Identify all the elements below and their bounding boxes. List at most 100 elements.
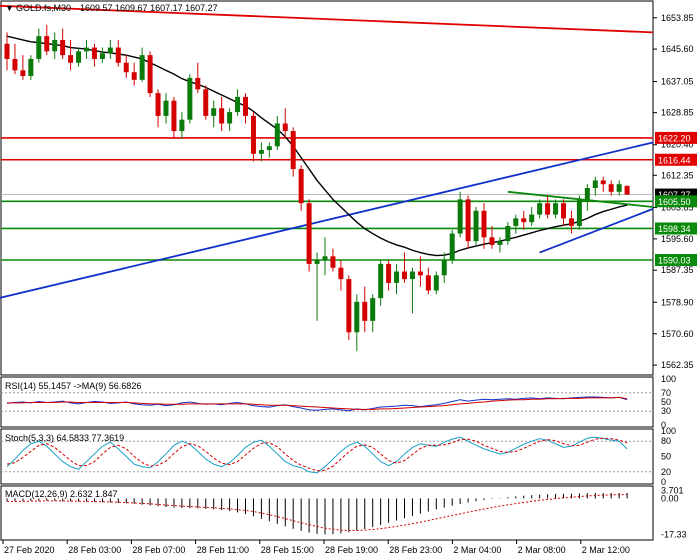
candle-body [147,55,153,94]
candle-body [473,210,479,242]
current-price-label: 1607.27 [658,190,691,200]
candle-body [505,225,511,242]
level-tag-1598.34 [655,222,697,235]
candle-body [211,108,217,116]
candle-body [354,301,360,333]
rsi-label: RSI(14) 55.1457 ->MA(9) 56.6826 [5,381,141,391]
trendline-resistance-0 [0,4,654,34]
stoch-series-signal [6,437,628,472]
stoch-tick-label: 20 [661,467,671,477]
candle-body [266,146,272,151]
macd-tick-label: 3.701 [661,486,684,496]
candle-body [346,279,352,333]
candle-body [481,210,487,238]
stoch-tick-label: 0 [661,477,666,487]
candles [4,24,630,352]
level-tag-1616.44 [655,153,697,166]
candle-body [44,36,50,52]
candle-body [28,58,34,77]
price-tick-label: 1603.85 [661,203,694,213]
stoch-label: Stoch(5,3,3) 64.5833 77.3619 [5,433,124,443]
time-tick-label: 28 Feb 15:00 [261,545,314,555]
price-tick-label: 1595.60 [661,234,694,244]
stoch-tick-label: 50 [661,452,671,462]
candle-body [409,271,415,280]
chart-ohlc: 1609.57 1609.67 1607.17 1607.27 [80,3,218,13]
candle-body [378,263,384,299]
rsi-tick-label: 100 [661,374,676,384]
candle-body [362,301,368,321]
candle-body [68,55,74,63]
candle-body [227,112,233,124]
time-tick-label: 28 Feb 03:00 [68,545,121,555]
candle-body [521,218,527,223]
candle-body [179,119,185,132]
candle-body [298,169,304,204]
time-tick-label: 28 Feb 11:00 [197,545,249,555]
macd-panel[interactable] [0,485,654,541]
candle-body [537,203,543,215]
time-tick-label: 28 Feb 07:00 [132,545,185,555]
candle-body [561,203,566,219]
price-panel[interactable] [0,0,654,376]
time-tick-label: 28 Feb 19:00 [325,545,378,555]
candle-body [155,93,161,116]
candle-body [576,199,582,226]
candle-body [187,77,193,120]
level-tag-label-1622.20: 1622.20 [658,133,691,143]
candle-body [76,51,82,63]
candle-body [394,271,400,283]
candle-body [624,185,630,195]
trendline-channel-1 [0,141,654,299]
rsi-panel[interactable] [0,376,654,428]
macd-signal-line [7,494,628,531]
candle-body [20,70,26,77]
macd-tick-label: 0.00 [661,493,679,503]
candle-body [91,47,97,59]
rsi-tick-label: 30 [661,406,671,416]
candle-body [171,100,177,132]
candle-body [489,237,495,245]
rsi-tick-label: 70 [661,388,671,398]
level-tag-label-1598.34: 1598.34 [658,224,691,234]
candle-body [457,199,463,234]
candle-body [314,260,320,264]
candle-body [139,55,145,80]
chart-symbol: GOLD.fs,M30 [16,3,71,13]
candle-body [282,123,288,132]
candle-body [195,77,201,90]
candle-body [529,214,535,223]
candle-body [12,58,18,71]
candle-body [99,53,105,59]
candle-body [592,180,598,188]
level-tag-label-1590.03: 1590.03 [658,256,691,266]
chart-header-arrow: ▼ [5,3,14,13]
candle-body [36,36,42,59]
candle-body [600,180,606,185]
price-tick-label: 1628.85 [661,108,694,118]
time-tick-label: 2 Mar 12:00 [582,545,630,555]
candle-body [616,184,622,192]
candle-body [584,188,590,200]
candle-body [60,39,66,56]
candle-body [513,218,519,226]
stoch-series-main [6,436,628,474]
candle-body [449,233,455,261]
stoch-panel[interactable] [0,428,654,485]
candle-body [568,218,574,226]
candle-body [115,47,121,63]
time-tick-label: 28 Feb 23:00 [389,545,442,555]
macd-tick-label: -17.33 [661,530,687,540]
candle-body [243,96,248,116]
level-tag-label-1605.50: 1605.50 [658,197,691,207]
candle-body [338,267,344,280]
candle-body [497,241,503,245]
candle-body [433,275,439,291]
candle-body [306,203,312,264]
price-tick-label: 1562.35 [661,360,694,370]
candle-body [402,271,407,280]
trendlines [0,4,654,299]
